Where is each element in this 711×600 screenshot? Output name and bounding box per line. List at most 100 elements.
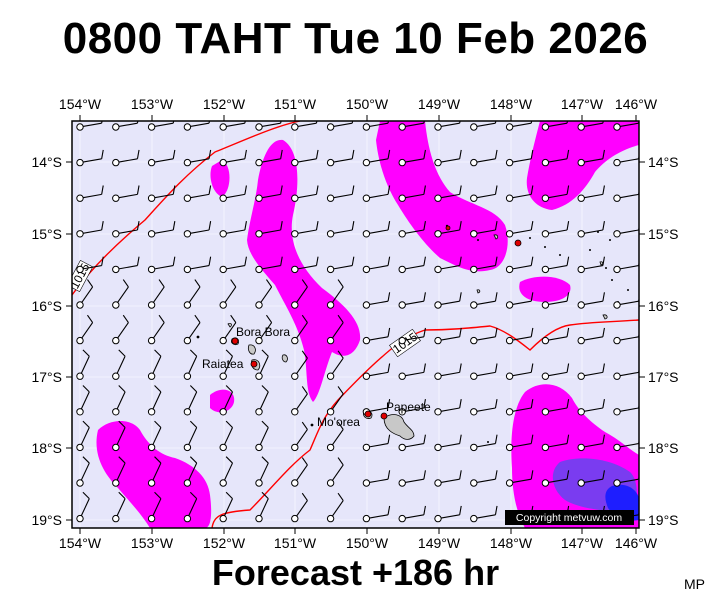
wind-barb-icon (76, 149, 104, 167)
right-tick-label: 16°S (648, 298, 679, 314)
wind-barb-icon (577, 470, 605, 487)
wind-barb-icon (291, 185, 319, 202)
wind-barb-icon (183, 256, 212, 274)
wind-barb-icon (291, 221, 319, 238)
island-tahiti (383, 414, 415, 440)
city-dot-icon (231, 337, 239, 345)
wind-barb-icon (112, 279, 129, 309)
wind-barb-icon (291, 121, 318, 131)
wind-barb-icon (147, 420, 162, 452)
wind-barb-icon (505, 327, 534, 345)
wind-barb-field (76, 121, 639, 523)
wind-barb-icon (183, 385, 198, 416)
wind-barb-icon (362, 221, 391, 238)
left-tick-label: 16°S (31, 298, 62, 314)
top-tick-label: 154°W (59, 96, 102, 112)
wind-barb-icon (219, 279, 237, 309)
wind-barb-icon (76, 456, 90, 487)
wind-barb-icon (112, 420, 126, 452)
wind-barb-icon (505, 363, 534, 380)
city-dot-icon (250, 360, 258, 368)
bottom-tick-label: 151°W (274, 535, 317, 551)
bottom-tick-label: 152°W (203, 535, 246, 551)
left-tick-label: 14°S (31, 154, 62, 170)
wind-barb-icon (326, 279, 344, 309)
wind-barb-icon (147, 456, 162, 487)
place-label-moorea: Mo'orea (317, 415, 360, 429)
wind-barb-icon (434, 327, 462, 345)
wind-barb-icon (398, 221, 426, 238)
wind-barb-icon (291, 256, 319, 274)
city-dot-icon (380, 412, 388, 420)
wind-barb-icon (362, 149, 391, 167)
wind-barb-icon (183, 149, 212, 167)
wind-barb-icon (255, 491, 269, 523)
wind-barb-icon (505, 256, 534, 274)
wind-barb-icon (505, 470, 534, 487)
wind-barb-icon (255, 149, 283, 167)
top-tick-label: 151°W (274, 96, 317, 112)
top-tick-label: 147°W (561, 96, 604, 112)
wind-barb-icon (541, 434, 570, 452)
wind-barb-icon (362, 363, 391, 380)
rain-band-southwest (96, 421, 212, 528)
wind-barb-icon (577, 185, 605, 202)
wind-barb-icon (577, 292, 605, 309)
wind-barb-icon (398, 149, 426, 167)
wind-barb-icon (362, 327, 391, 345)
top-tick-label: 149°W (418, 96, 461, 112)
wind-barb-icon (147, 149, 176, 167)
wind-barb-icon (470, 292, 498, 309)
island-raiatea (247, 344, 256, 355)
wind-barb-icon (147, 349, 162, 380)
wind-barb-icon (326, 457, 344, 487)
wind-barb-icon (219, 221, 247, 238)
credit-label: MP (684, 576, 705, 592)
island-atoll-3 (599, 261, 604, 266)
top-tick-label: 152°W (203, 96, 246, 112)
wind-barb-icon (219, 420, 233, 452)
wind-barb-icon (255, 256, 283, 274)
wind-barb-icon (398, 434, 426, 452)
wind-barb-icon (505, 149, 534, 167)
wind-barb-icon (613, 121, 639, 131)
wind-barb-icon (219, 349, 233, 380)
wind-barb-icon (255, 279, 273, 309)
wind-barb-icon (112, 256, 140, 274)
wind-barb-icon (577, 149, 605, 167)
wind-barb-icon (505, 185, 534, 202)
wind-barb-icon (76, 349, 90, 380)
wind-barb-icon (434, 505, 462, 523)
wind-barb-icon (434, 149, 462, 167)
wind-barb-icon (470, 221, 498, 238)
wind-barb-icon (362, 470, 391, 487)
wind-barb-icon (434, 292, 462, 309)
wind-barb-icon (326, 185, 355, 202)
wind-barb-icon (147, 491, 162, 523)
wind-barb-icon (470, 149, 498, 167)
place-labels: Bora Bora Raiatea Mo'orea Papeete (202, 325, 431, 429)
wind-barb-icon (398, 399, 426, 416)
island-atoll-5 (227, 322, 232, 328)
wind-barb-icon (76, 279, 94, 309)
wind-barb-icon (577, 221, 605, 238)
island-atoll-2 (602, 314, 608, 320)
wind-barb-icon (291, 279, 308, 309)
wind-barb-icon (147, 221, 176, 238)
left-tick-label: 19°S (31, 512, 62, 528)
wind-barb-icon (470, 434, 498, 452)
wind-barb-icon (183, 221, 212, 238)
place-label-bora-bora: Bora Bora (236, 325, 290, 339)
rain-blob-east (519, 276, 571, 302)
wind-barb-icon (541, 185, 570, 202)
wind-barb-icon (326, 314, 344, 345)
wind-barb-icon (541, 221, 570, 238)
wind-barb-icon (255, 185, 283, 202)
wind-barb-icon (255, 385, 269, 416)
island-atoll-1 (493, 234, 499, 240)
map-frame (71, 120, 640, 529)
island-atoll-4 (476, 289, 481, 294)
top-tick-label: 150°W (346, 96, 389, 112)
wind-barb-icon (326, 386, 344, 416)
